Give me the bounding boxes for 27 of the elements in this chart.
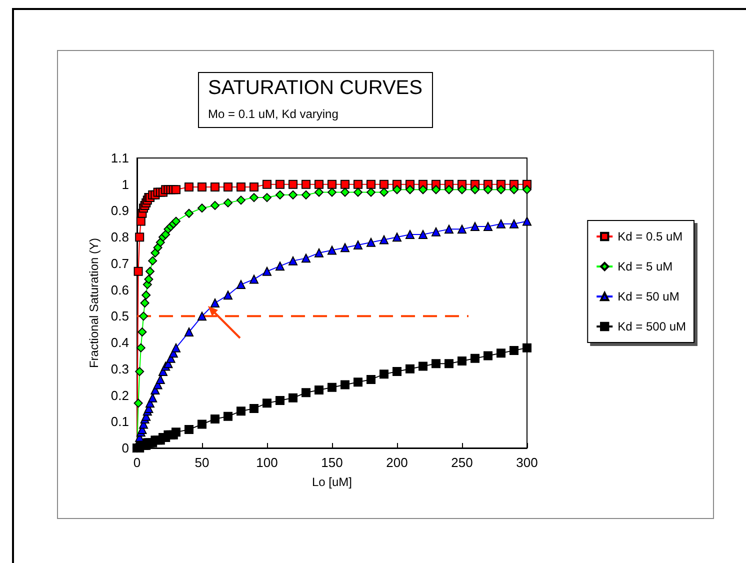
legend-label: Kd = 5 uM (618, 260, 673, 274)
y-tick-label: 0.8 (110, 230, 129, 245)
x-tick-label: 200 (386, 455, 408, 470)
x-tick-label: 100 (256, 455, 278, 470)
x-tick-label: 50 (194, 455, 210, 470)
y-tick-label: 0.6 (110, 282, 129, 298)
x-axis-title: Lo [uM] (312, 475, 352, 489)
x-tick-label: 0 (133, 455, 141, 470)
y-tick-label: 0.9 (110, 203, 129, 218)
y-tick-label: 0.3 (110, 361, 129, 376)
legend-label: Kd = 500 uM (618, 320, 686, 334)
y-axis-title: Fractional Saturation (Y) (87, 238, 102, 368)
y-tick-label: 0.7 (110, 256, 129, 271)
y-tick-label: 0.2 (110, 388, 129, 403)
y-tick-label: 0.1 (110, 414, 129, 430)
y-tick-label: 0.5 (110, 308, 129, 324)
x-tick-label: 300 (516, 455, 538, 470)
y-tick-label: 1.1 (110, 150, 129, 166)
legend-label: Kd = 50 uM (618, 290, 680, 304)
chart-title: SATURATION CURVES (208, 77, 422, 99)
y-tick-label: 0 (122, 440, 129, 456)
x-tick-label: 150 (321, 455, 343, 470)
chart-subtitle: Mo = 0.1 uM, Kd varying (208, 107, 338, 121)
legend-label: Kd = 0.5 uM (618, 230, 683, 244)
y-tick-label: 1 (122, 176, 129, 192)
y-tick-label: 0.4 (110, 335, 129, 350)
x-tick-label: 250 (451, 455, 473, 470)
